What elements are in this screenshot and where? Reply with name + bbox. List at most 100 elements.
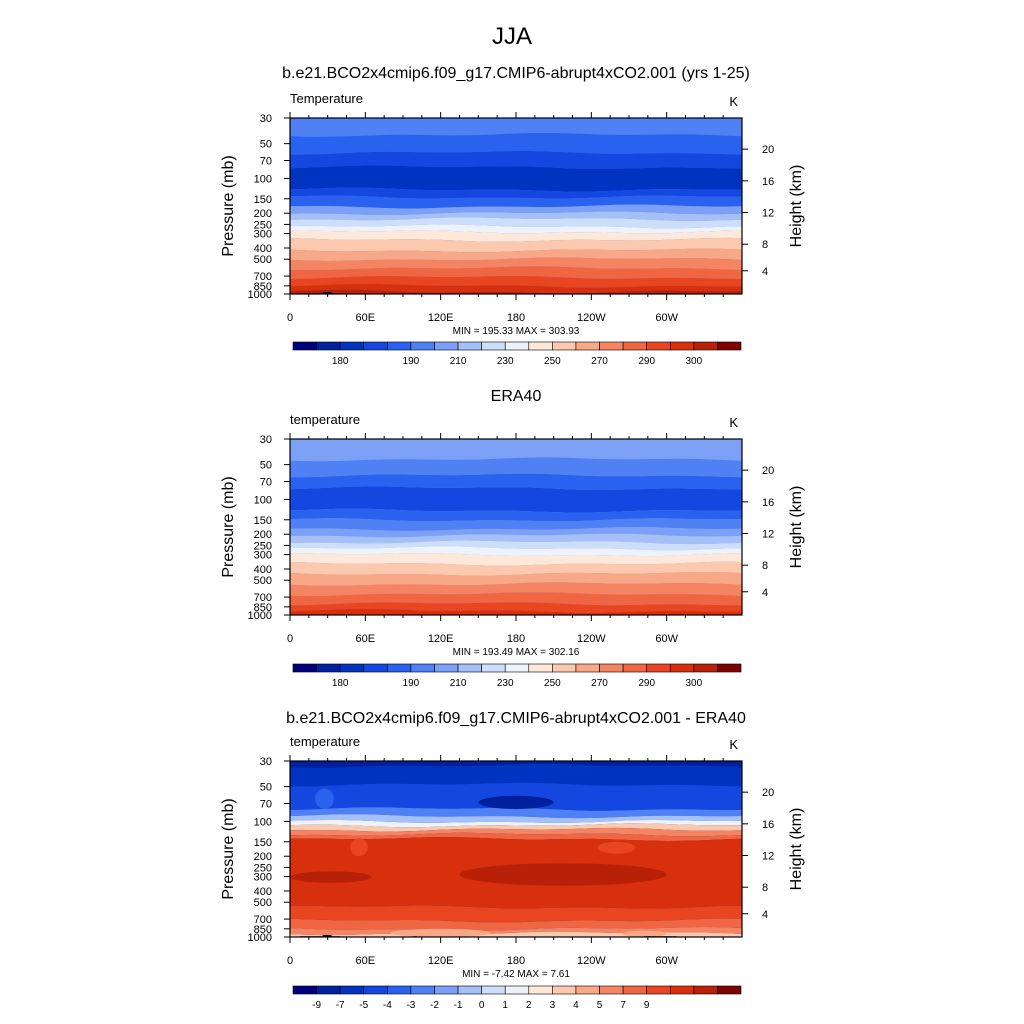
y-tick-label: 300 <box>254 872 272 884</box>
colorbar-swatch <box>717 341 742 351</box>
contour-band <box>290 546 742 557</box>
y-tick-label: 700 <box>254 914 272 926</box>
colorbar-label: 180 <box>332 678 349 689</box>
colorbar-swatch <box>363 341 388 351</box>
contour-feature <box>290 871 372 883</box>
colorbar-swatch <box>622 663 647 673</box>
colorbar-label: -9 <box>312 1000 321 1011</box>
y-tick-label: 1000 <box>248 289 272 301</box>
colorbar-swatch <box>434 985 459 995</box>
contour-band <box>290 289 742 294</box>
y-tick-label: 700 <box>254 592 272 604</box>
colorbar-swatch <box>481 341 506 351</box>
terrain-mask <box>322 934 332 937</box>
colorbar-label: 300 <box>685 678 702 689</box>
contour-band <box>290 473 742 490</box>
colorbar-swatch <box>292 663 317 673</box>
x-tick-label: 60W <box>655 633 678 645</box>
colorbar-swatch <box>316 341 341 351</box>
contour-band <box>290 561 742 576</box>
contour-band <box>290 823 742 832</box>
colorbar-label: 250 <box>544 678 561 689</box>
contour-band <box>290 151 742 169</box>
colorbar-swatch <box>504 341 530 351</box>
y-right-tick-label: 4 <box>762 909 768 921</box>
colorbar-swatch <box>316 985 341 995</box>
variable-label: temperature <box>290 734 360 749</box>
y-tick-label: 250 <box>254 219 272 231</box>
contour-band <box>290 763 742 787</box>
y-tick-label: 400 <box>254 564 272 576</box>
y-tick-label: 100 <box>254 816 272 828</box>
colorbar-label: 230 <box>497 678 514 689</box>
contour-band <box>290 553 742 566</box>
y-tick-label: 70 <box>260 799 272 811</box>
y-tick-label: 250 <box>254 540 272 552</box>
units-label: K <box>729 94 738 109</box>
colorbar-swatch <box>339 341 365 351</box>
contour-feature <box>622 930 667 937</box>
x-tick-label: 0 <box>287 955 293 967</box>
colorbar-swatch <box>528 985 553 995</box>
units-label: K <box>729 415 738 430</box>
units-label: K <box>729 737 738 752</box>
colorbar-swatch <box>481 985 506 995</box>
y-tick-label: 150 <box>254 515 272 527</box>
colorbar-swatch <box>528 341 553 351</box>
x-tick-label: 0 <box>287 312 293 324</box>
colorbar-swatch <box>528 663 553 673</box>
panel-title: b.e21.BCO2x4cmip6.f09_g17.CMIP6-abrupt4x… <box>286 710 746 727</box>
colorbar-label: 180 <box>332 356 349 367</box>
colorbar-label: 190 <box>403 678 420 689</box>
panel-title: ERA40 <box>491 388 542 405</box>
colorbar-label: -5 <box>359 1000 368 1011</box>
stats-label: MIN = -7.42 MAX = 7.61 <box>462 969 570 980</box>
y-right-tick-label: 16 <box>762 497 774 509</box>
contour-band <box>290 237 742 253</box>
panel-2: ERA40 temperature K 0 60E 120E 180 120W 60W 30 50 7… <box>220 388 805 689</box>
contour-feature <box>597 841 636 854</box>
y-tick-label: 70 <box>260 477 272 489</box>
colorbar-label: -4 <box>383 1000 392 1011</box>
y-tick-label: 50 <box>260 139 272 151</box>
colorbar-swatch <box>434 663 459 673</box>
y-tick-label: 30 <box>260 756 272 768</box>
colorbar-swatch <box>339 663 365 673</box>
contour-band <box>290 540 742 551</box>
y-right-tick-label: 16 <box>762 176 774 188</box>
y-tick-label: 250 <box>254 862 272 874</box>
x-tick-label: 60W <box>655 312 678 324</box>
y-tick-label: 70 <box>260 156 272 168</box>
contour-band <box>290 582 742 597</box>
colorbar-swatch <box>410 663 435 673</box>
y-right-tick-label: 12 <box>762 851 774 863</box>
y-tick-label: 200 <box>254 529 272 541</box>
y-tick-label: 100 <box>254 494 272 506</box>
x-tick-label: 60E <box>356 955 376 967</box>
contour-band <box>290 204 742 215</box>
panel-3: b.e21.BCO2x4cmip6.f09_g17.CMIP6-abrupt4x… <box>220 710 805 1011</box>
colorbar-swatch <box>457 985 482 995</box>
panel-title: b.e21.BCO2x4cmip6.f09_g17.CMIP6-abrupt4x… <box>282 65 750 82</box>
figure-title: JJA <box>492 23 532 50</box>
colorbar-swatch <box>363 663 388 673</box>
colorbar-swatch <box>504 985 530 995</box>
colorbar-label: 1 <box>502 1000 508 1011</box>
colorbar-label: 3 <box>550 1000 556 1011</box>
y-tick-label: 150 <box>254 837 272 849</box>
colorbar-swatch <box>646 985 671 995</box>
contour-band <box>290 118 742 137</box>
contour-band <box>290 211 742 221</box>
plot-area <box>290 761 742 937</box>
contour-band <box>290 608 742 615</box>
x-tick-label: 120W <box>577 312 606 324</box>
variable-label: temperature <box>290 412 360 427</box>
x-tick-label: 180 <box>507 312 525 324</box>
contour-band <box>290 807 742 819</box>
y-tick-label: 850 <box>254 924 272 936</box>
contour-band <box>290 224 742 234</box>
y-right-tick-label: 12 <box>762 208 774 220</box>
colorbar-label: 4 <box>573 1000 579 1011</box>
y-tick-label: 850 <box>254 602 272 614</box>
contour-band <box>290 905 742 923</box>
